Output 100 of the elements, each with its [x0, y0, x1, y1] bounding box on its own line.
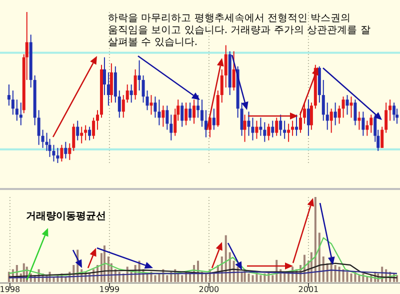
candlestick	[291, 120, 294, 136]
candlestick	[330, 108, 333, 134]
candlestick	[338, 105, 341, 124]
candlestick	[224, 44, 228, 88]
candlestick	[37, 110, 40, 146]
candlestick	[271, 120, 274, 138]
bar	[284, 274, 286, 282]
bar	[212, 274, 215, 282]
candlestick	[243, 114, 246, 142]
candlestick	[72, 123, 76, 152]
candlestick	[126, 84, 129, 104]
candlestick	[275, 117, 278, 136]
bar	[260, 275, 262, 282]
bar	[252, 275, 254, 282]
bar	[204, 274, 207, 282]
annotation: 거래량이동평균선	[26, 211, 106, 222]
candlestick	[302, 102, 306, 124]
candlestick	[19, 102, 22, 126]
candlestick	[267, 123, 270, 141]
candlestick	[342, 96, 345, 118]
bar	[366, 276, 368, 282]
candlestick	[392, 102, 396, 122]
x-tick-label: 1999	[99, 285, 120, 294]
x-tick-label: 1998	[0, 285, 20, 294]
candlestick	[188, 102, 192, 122]
bar	[314, 197, 316, 282]
candlestick	[380, 126, 384, 148]
candlestick	[322, 79, 325, 122]
candlestick	[180, 102, 184, 128]
candlestick	[220, 68, 224, 104]
candlestick	[240, 102, 244, 136]
bar	[334, 265, 336, 282]
candlestick	[154, 96, 157, 118]
candlestick	[138, 60, 141, 92]
bar	[322, 256, 324, 282]
candlestick	[326, 102, 329, 130]
candlestick	[130, 84, 133, 104]
candlestick	[366, 120, 369, 136]
candlestick	[60, 144, 64, 162]
candlestick	[200, 99, 204, 128]
bar	[272, 275, 274, 282]
candlestick	[106, 72, 110, 106]
candlestick	[232, 50, 236, 92]
bar	[338, 266, 340, 282]
candlestick	[11, 90, 14, 116]
candlestick	[196, 94, 200, 118]
candlestick	[287, 123, 290, 142]
candlestick	[259, 117, 262, 136]
bar	[358, 275, 360, 282]
candlestick	[170, 114, 173, 141]
candlestick	[298, 111, 302, 134]
x-tick-label: 2000	[198, 285, 220, 294]
candlestick	[118, 90, 121, 118]
candlestick	[358, 111, 361, 130]
bar	[166, 275, 168, 282]
candlestick	[150, 94, 153, 116]
candlestick	[388, 99, 392, 122]
candlestick	[263, 122, 266, 142]
candlestick	[92, 117, 96, 140]
candlestick	[96, 110, 100, 130]
candlestick	[354, 99, 357, 126]
candlestick	[41, 129, 44, 148]
bar	[240, 272, 243, 282]
bar	[181, 275, 184, 282]
bar	[318, 232, 320, 282]
candlestick	[166, 105, 169, 130]
bar	[189, 274, 192, 282]
candlestick	[56, 147, 60, 164]
bar	[248, 274, 250, 282]
candlestick	[283, 120, 286, 140]
bar	[177, 274, 180, 282]
x-tick-label: 2001	[298, 285, 319, 294]
candlestick	[64, 141, 68, 159]
candlestick	[162, 105, 165, 128]
candlestick	[247, 111, 250, 136]
candlestick	[310, 102, 313, 130]
candlestick	[84, 124, 88, 141]
bar	[350, 274, 352, 282]
candlestick	[334, 102, 337, 126]
candlestick	[80, 126, 84, 144]
candlestick	[142, 74, 145, 104]
candlestick	[295, 114, 298, 136]
annotation: 하락을 마무리하고 평행추세속에서 전형적인 박스권의 움직임을 보이고 있습니다. 거래량과 주가의 상관관계를 잘 살펴볼 수 있습니다.	[108, 13, 370, 48]
candlestick	[384, 102, 388, 134]
candlestick	[15, 99, 18, 122]
candlestick	[204, 110, 208, 138]
candlestick	[306, 99, 310, 136]
candlestick	[279, 114, 282, 136]
candlestick	[102, 56, 106, 96]
candlestick	[212, 108, 216, 130]
bar	[346, 272, 348, 282]
candlestick	[346, 94, 349, 116]
candlestick	[184, 102, 188, 126]
candlestick	[146, 90, 149, 111]
bar	[154, 275, 156, 282]
bar	[158, 274, 160, 282]
candlestick	[255, 120, 258, 140]
candlestick	[370, 114, 373, 134]
candlestick	[88, 126, 92, 141]
candlestick	[68, 142, 72, 160]
